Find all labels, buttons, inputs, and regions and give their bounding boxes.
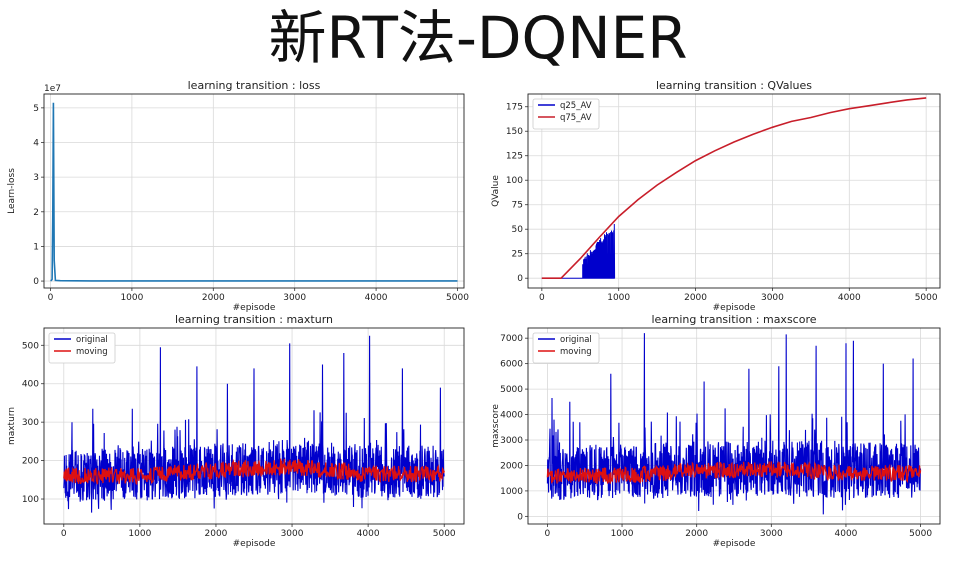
y-tick-label: 1: [33, 242, 39, 252]
chart-title: learning transition : QValues: [656, 79, 812, 92]
x-tick-label: 1000: [128, 529, 151, 539]
x-tick-label: 3000: [760, 529, 783, 539]
y-tick-label: 150: [506, 127, 523, 137]
y-tick-label: 1000: [500, 487, 523, 497]
series-line-moving: [546, 460, 922, 484]
x-tick-label: 0: [48, 293, 54, 303]
legend-label-moving: moving: [76, 347, 108, 357]
x-axis-label: #episode: [713, 303, 756, 313]
legend-label-original: original: [76, 335, 108, 345]
plot-border: [527, 327, 941, 525]
x-tick-label: 4000: [835, 529, 858, 539]
x-tick-label: 3000: [761, 293, 784, 303]
x-tick-label: 0: [539, 293, 545, 303]
x-axis-label: #episode: [713, 539, 756, 549]
y-tick-label: 500: [22, 341, 39, 351]
x-tick-label: 2000: [205, 529, 228, 539]
chart-loss: 0 1000 2000 3000 4000 5000 0 1 2 3 4 5 learning tran…: [7, 79, 469, 313]
legend-box: [48, 332, 116, 364]
chart-title: learning transition : loss: [188, 79, 321, 92]
x-tick-label: 1000: [607, 293, 630, 303]
chart-title: learning transition : maxscore: [652, 313, 817, 326]
chart-maxturn: 0 1000 2000 3000 4000 5000 100 200 300 400 500 lear…: [7, 313, 465, 549]
chart-qvalues: 0 1000 2000 3000 4000 5000 0 25 50 75 100 125 150 175…: [491, 79, 941, 313]
x-tick-label: 4000: [838, 293, 861, 303]
x-tick-label: 0: [61, 529, 67, 539]
legend-box: [532, 332, 600, 364]
plot-area: [44, 94, 464, 288]
plot-border: [43, 327, 465, 525]
chart-maxscore: 0 1000 2000 3000 4000 5000 0 1000 2000 3000 4000 50…: [491, 313, 941, 549]
legend-label-original: original: [560, 335, 592, 345]
scale-note: 1e7: [44, 84, 61, 94]
legend-label-q25_AV: q25_AV: [560, 101, 592, 111]
y-axis-label: maxscore: [491, 404, 501, 448]
y-tick-label: 4: [33, 139, 39, 149]
legend-label-q75_AV: q75_AV: [560, 113, 592, 123]
y-axis-label: Learn-loss: [7, 168, 17, 214]
x-tick-label: 3000: [281, 529, 304, 539]
y-tick-label: 2: [33, 208, 39, 218]
x-tick-label: 2000: [202, 293, 225, 303]
y-tick-label: 400: [22, 380, 39, 390]
x-tick-label: 5000: [909, 529, 932, 539]
y-tick-label: 3000: [500, 436, 523, 446]
x-tick-label: 4000: [365, 293, 388, 303]
y-tick-label: 50: [512, 225, 524, 235]
series-line-loss: [50, 102, 458, 282]
y-tick-label: 25: [512, 250, 523, 260]
chart-title: learning transition : maxturn: [175, 313, 333, 326]
y-tick-label: 3: [33, 173, 39, 183]
y-tick-label: 2000: [500, 461, 523, 471]
x-tick-label: 2000: [685, 529, 708, 539]
y-tick-label: 5: [33, 104, 39, 114]
series-line-moving: [63, 458, 445, 486]
y-tick-label: 75: [512, 201, 523, 211]
x-axis-label: #episode: [233, 303, 276, 313]
y-tick-label: 7000: [500, 334, 523, 344]
y-tick-label: 0: [517, 274, 523, 284]
y-tick-label: 6000: [500, 360, 523, 370]
x-tick-label: 1000: [611, 529, 634, 539]
legend-box: [532, 98, 600, 130]
x-tick-label: 5000: [915, 293, 938, 303]
slide-title: 新RT法-DQNER: [268, 4, 688, 72]
legend-label-moving: moving: [560, 347, 592, 357]
x-tick-label: 5000: [446, 293, 469, 303]
x-tick-label: 1000: [120, 293, 143, 303]
y-tick-label: 100: [506, 176, 523, 186]
plot-border: [43, 93, 465, 289]
x-tick-label: 4000: [357, 529, 380, 539]
y-tick-label: 300: [22, 418, 39, 428]
y-axis-label: QValue: [491, 175, 501, 207]
y-axis-label: maxturn: [7, 407, 17, 445]
series-line-q25_AV: [541, 223, 616, 279]
x-axis-label: #episode: [233, 539, 276, 549]
x-tick-label: 5000: [433, 529, 456, 539]
y-tick-label: 0: [33, 277, 39, 287]
y-tick-label: 0: [517, 512, 523, 522]
x-tick-label: 2000: [684, 293, 707, 303]
y-tick-label: 100: [22, 495, 39, 505]
x-tick-label: 3000: [283, 293, 306, 303]
plot-border: [527, 93, 941, 289]
y-tick-label: 5000: [500, 385, 523, 395]
y-tick-label: 125: [506, 152, 523, 162]
series-line-q75_AV: [541, 97, 927, 279]
y-tick-label: 175: [506, 103, 523, 113]
y-tick-label: 4000: [500, 411, 523, 421]
y-tick-label: 200: [22, 457, 39, 467]
series-line-original: [63, 335, 445, 513]
x-tick-label: 0: [545, 529, 551, 539]
